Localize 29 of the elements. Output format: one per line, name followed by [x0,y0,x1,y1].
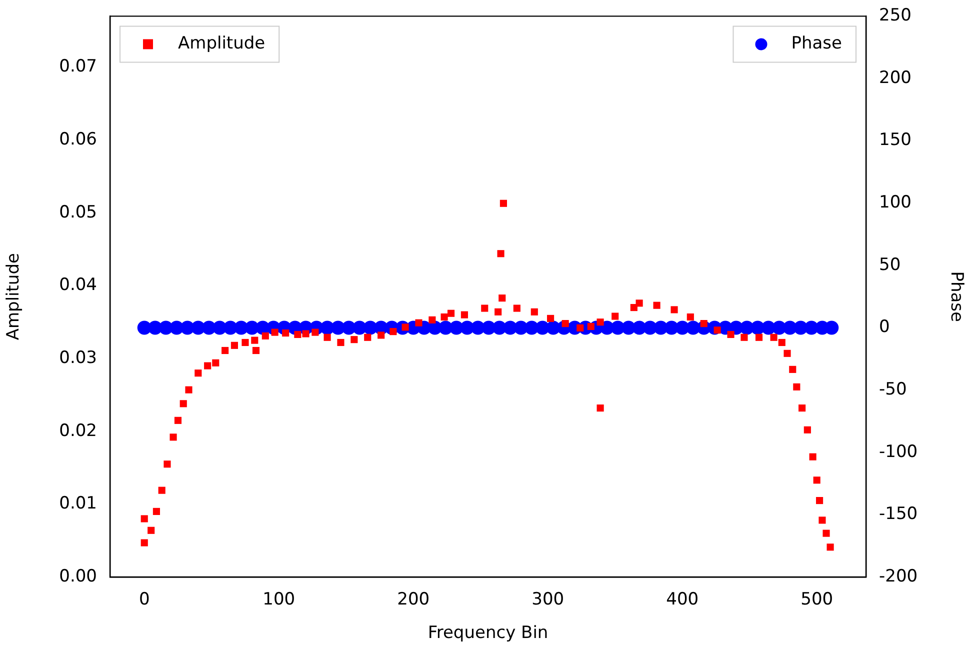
x-tick-label: 500 [800,590,834,610]
y-tick-label: 0.02 [59,420,97,441]
y2-tick-label: 250 [879,6,912,26]
y-tick-label: 0.04 [59,275,97,296]
y-axis-title: Amplitude [4,253,24,340]
x-tick-label: 0 [138,590,150,610]
legend-label: Amplitude [178,34,266,54]
y2-tick-label: 0 [879,317,890,338]
y-tick-label: 0.00 [59,566,97,586]
y2-tick-label: -100 [879,442,918,462]
y-tick-label: 0.06 [59,129,97,150]
y-tick-label: 0.05 [59,202,97,222]
y-tick-label: 0.07 [59,56,97,77]
x-tick-label: 300 [532,590,564,610]
y2-tick-label: 50 [879,254,901,275]
x-tick-label: 100 [262,590,296,610]
y2-tick-label: 100 [879,192,912,213]
y-tick-label: 0.03 [59,348,97,368]
legend-label: Phase [791,34,842,54]
x-tick-label: 400 [666,590,699,610]
y2-axis-title: Phase [946,271,966,322]
y2-tick-label: 200 [879,68,912,88]
y2-tick-label: 150 [879,130,912,150]
x-axis-title: Frequency Bin [428,623,548,644]
y2-tick-label: -50 [879,379,907,400]
y2-tick-label: -150 [879,504,918,524]
y-tick-label: 0.01 [59,494,97,514]
x-tick-label: 200 [397,590,430,610]
y2-tick-label: -200 [879,566,918,586]
